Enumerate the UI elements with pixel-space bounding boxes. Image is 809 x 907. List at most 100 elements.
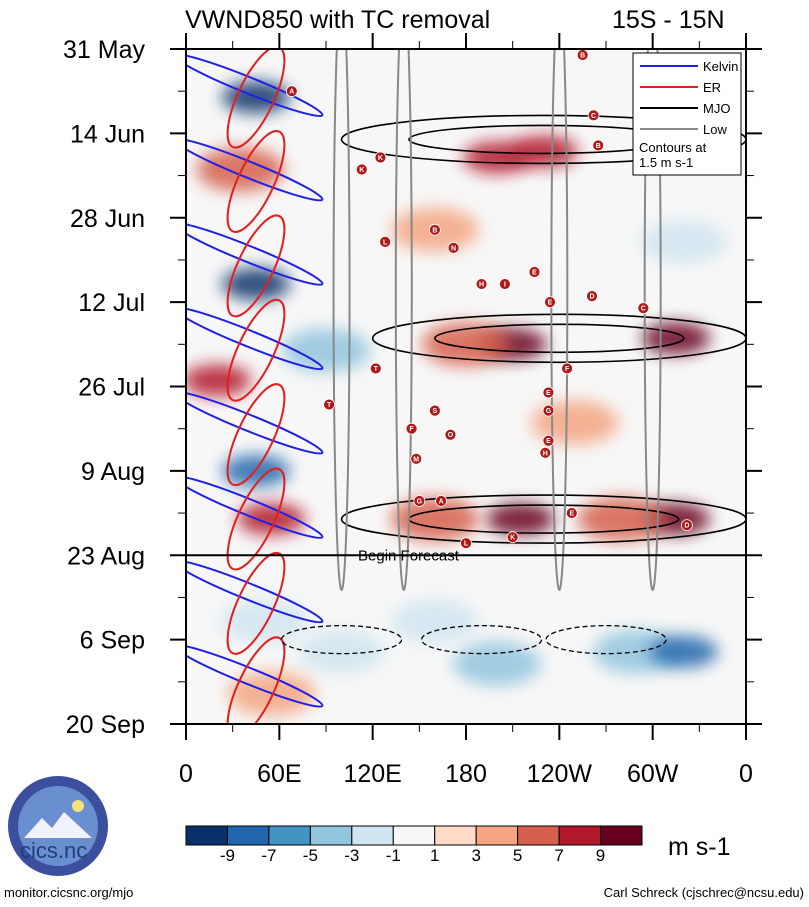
tc-marker [428, 223, 441, 236]
tc-marker [285, 85, 298, 98]
colorbar-label: 5 [513, 846, 522, 865]
tc-marker [528, 266, 541, 278]
kelvin-contour [186, 643, 324, 708]
wind-blob [577, 497, 666, 542]
tc-marker-label: L [383, 239, 388, 246]
tc-marker [428, 404, 441, 417]
colorbar: -9 -7 -5 -3 -1 1 3 5 7 9 [185, 825, 643, 865]
x-tick-label: 60W [627, 760, 679, 788]
tc-marker-label: D [589, 294, 594, 301]
tc-marker-label: B [432, 227, 437, 234]
colorbar-swatch [434, 825, 477, 846]
tc-marker [586, 290, 598, 302]
legend-label: MJO [703, 101, 730, 116]
tc-marker [374, 151, 387, 164]
tc-marker [460, 537, 472, 550]
er-contour [226, 551, 286, 655]
footer-credit: Carl Schreck (cjschrec@ncsu.edu) [604, 885, 804, 900]
x-tick-label: 0 [739, 760, 753, 788]
x-tick-label: 60E [257, 760, 301, 788]
legend-label: Kelvin [703, 59, 738, 74]
mjo-contour [434, 323, 685, 354]
kelvin-contour [186, 137, 324, 202]
tc-marker-label: F [565, 366, 570, 373]
y-tick-label: 9 Aug [81, 458, 145, 486]
tc-marker-label: K [510, 535, 515, 542]
wind-blob [509, 135, 578, 168]
footer-url: monitor.cicsnc.org/mjo [4, 885, 133, 900]
colorbar-swatch [185, 825, 228, 846]
tc-marker-label: H [479, 282, 484, 289]
wind-blob [282, 328, 370, 373]
kelvin-contour [186, 559, 324, 624]
wave-contours [186, 49, 746, 724]
tc-marker-label: S [433, 408, 438, 415]
tc-marker-label: G [546, 408, 552, 415]
tc-marker-label: A [439, 499, 444, 506]
low-contour [550, 49, 569, 591]
chart-title: VWND850 with TC removal [185, 6, 490, 34]
tc-marker [565, 507, 578, 519]
tc-marker-label: D [684, 523, 689, 530]
er-contour [226, 298, 286, 402]
colorbar-label: 1 [430, 846, 439, 865]
tc-marker-label: B [596, 143, 601, 150]
tc-marker-label: E [569, 511, 574, 518]
tc-marker-label: O [448, 432, 454, 439]
colorbar-label: 7 [554, 846, 563, 865]
tc-marker [561, 362, 574, 375]
tc-marker-label: E [548, 300, 553, 307]
tc-marker-label: N [451, 245, 456, 252]
wind-blob [186, 364, 252, 397]
tc-marker-label: I [504, 282, 506, 289]
low-contour [643, 49, 662, 591]
colorbar-label: 3 [471, 846, 480, 865]
forecast-contour [420, 624, 543, 655]
tc-marker-label: K [378, 155, 383, 162]
tc-marker [323, 398, 336, 411]
colorbar-label: -7 [261, 846, 276, 865]
tc-marker-label: E [532, 269, 537, 276]
y-tick-label: 20 Sep [66, 711, 145, 739]
er-contour [226, 214, 286, 318]
er-contour [226, 636, 286, 724]
wind-blob [642, 322, 710, 355]
wind-blob [390, 497, 479, 542]
tc-marker [405, 422, 418, 435]
colorbar-swatch [517, 825, 560, 846]
tc-marker [680, 519, 693, 532]
wind-blob [639, 219, 728, 264]
legend: Kelvin ER MJO Low Contours at 1.5 m s-1 [632, 52, 742, 176]
tc-marker [475, 278, 488, 290]
cicsnc-logo: cics.nc [8, 776, 108, 876]
er-contour [226, 49, 286, 149]
tc-marker [506, 531, 519, 544]
tc-marker [369, 362, 382, 375]
low-contour [332, 49, 351, 591]
wind-blob [390, 599, 479, 644]
wind-blob [453, 641, 542, 686]
colorbar-label: -5 [303, 846, 318, 865]
tc-marker-label: A [289, 89, 294, 96]
colorbar-swatch [351, 825, 394, 846]
colorbar-swatch [392, 825, 436, 846]
mjo-contour [340, 114, 746, 165]
wind-blob [237, 503, 306, 536]
logo-sun-icon [72, 800, 84, 812]
forecast-contour [545, 624, 667, 655]
colorbar-label: -9 [220, 846, 235, 865]
er-contour [226, 130, 286, 233]
tc-marker-label: K [359, 167, 364, 174]
logo-mountain-icon [24, 812, 92, 838]
y-tick-label: 31 May [63, 36, 145, 64]
tc-marker [542, 404, 555, 417]
tc-marker-label: G [417, 499, 423, 506]
tc-marker [498, 278, 511, 290]
legend-label: ER [703, 80, 721, 95]
tc-marker [444, 428, 457, 441]
legend-note-line1: Contours at [639, 140, 707, 155]
colorbar-swatch [475, 825, 519, 846]
y-axis: 31 May 14 Jun 28 Jun 12 Jul 26 Jul 9 Aug 23 Au… [63, 36, 762, 739]
